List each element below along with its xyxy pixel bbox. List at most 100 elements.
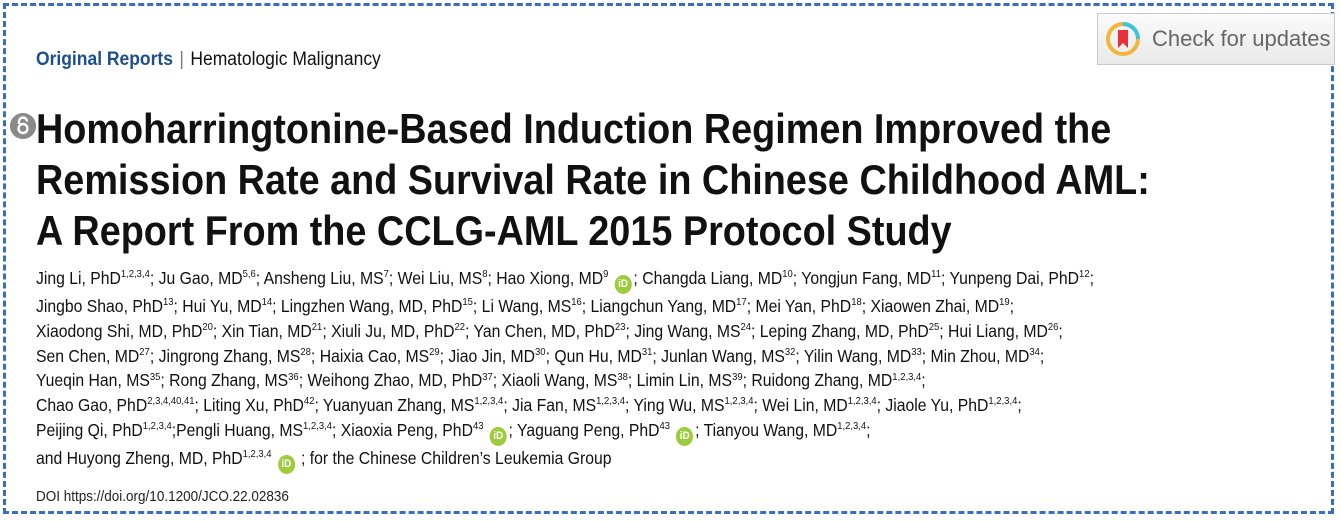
author-name[interactable]: Xiuli Ju, MD, PhD (331, 320, 455, 341)
author-line: and Huyong Zheng, MD, PhD1,2,3,4 iD ; fo… (36, 446, 1206, 474)
author-line: Chao Gao, PhD2,3,4,40,41; Liting Xu, PhD… (36, 395, 1022, 416)
article-title: Homoharringtonine-Based Induction Regime… (36, 103, 1296, 256)
author-name[interactable]: Jing Li, PhD (36, 268, 121, 288)
author-affiliation-sup: 1,2,3,4 (837, 420, 867, 433)
author-name[interactable]: Junlan Wang, MS (661, 345, 785, 366)
author-name[interactable]: Min Zhou, MD (930, 345, 1030, 366)
author-name[interactable]: Ying Wu, MS (633, 395, 725, 416)
author-name[interactable]: Yaguang Peng, PhD (517, 419, 660, 440)
author-line: Jing Li, PhD1,2,3,4; Ju Gao, MD5,6; Ansh… (36, 266, 1206, 294)
author-name[interactable]: Hui Yu, MD (182, 296, 262, 316)
orcid-icon[interactable]: iD (277, 454, 295, 474)
author-name[interactable]: Qun Hu, MD (554, 345, 642, 366)
author-affiliation-sup: 1,2,3,4 (892, 370, 922, 383)
author-name[interactable]: Rong Zhang, MS (169, 370, 289, 391)
author-affiliation-sup: 27 (139, 345, 150, 358)
author-name[interactable]: Hao Xiong, MD (496, 268, 604, 288)
open-access-icon (10, 113, 36, 139)
author-name[interactable]: Weihong Zhao, MD, PhD (307, 370, 483, 391)
orcid-icon[interactable]: iD (676, 426, 694, 446)
author-name[interactable]: Yueqin Han, MS (36, 370, 150, 391)
author-name[interactable]: Yuanyuan Zhang, MS (322, 395, 475, 416)
author-line: Yueqin Han, MS35; Rong Zhang, MS36; Weih… (36, 370, 926, 391)
author-affiliation-sup: 21 (311, 320, 323, 333)
author-name[interactable]: Xiaoli Wang, MS (501, 370, 618, 391)
author-name[interactable]: Xiaodong Shi, MD, PhD (36, 320, 203, 341)
article-subcategory[interactable]: Hematologic Malignancy (190, 49, 381, 70)
author-line: Xiaodong Shi, MD, PhD20; Xin Tian, MD21;… (36, 320, 1063, 341)
author-affiliation-sup: 2,3,4,40,41 (147, 395, 195, 408)
author-affiliation-sup: 23 (615, 320, 626, 333)
author-name[interactable]: Chao Gao, PhD (36, 395, 148, 416)
author-name[interactable]: Lingzhen Wang, MD, PhD (280, 296, 463, 316)
author-name[interactable]: Haixia Cao, MS (319, 345, 430, 366)
author-affiliation-sup: 10 (782, 268, 793, 281)
check-for-updates-button[interactable]: Check for updates (1097, 13, 1335, 65)
author-name[interactable]: Yongjun Fang, MD (801, 268, 932, 288)
author-affiliation-sup: 36 (288, 370, 299, 383)
author-name[interactable]: Ansheng Liu, MS (263, 268, 384, 288)
author-name[interactable]: Jia Fan, MS (512, 395, 597, 416)
author-affiliation-sup: 35 (149, 370, 161, 383)
author-group: ; for the Chinese Children’s Leukemia Gr… (296, 447, 612, 468)
author-affiliation-sup: 25 (928, 320, 940, 333)
author-affiliation-sup: 11 (931, 268, 941, 281)
author-name[interactable]: Li Wang, MS (481, 296, 572, 316)
page-frame (3, 3, 1334, 514)
author-name[interactable]: Jiaole Yu, PhD (885, 395, 989, 416)
author-name[interactable]: Ju Gao, MD (158, 268, 243, 288)
author-affiliation-sup: 20 (202, 320, 213, 333)
author-name[interactable]: Jing Wang, MS (634, 320, 741, 341)
author-affiliation-sup: 38 (617, 370, 628, 383)
author-affiliation-sup: 19 (999, 296, 1010, 309)
author-name[interactable]: Jingrong Zhang, MS (158, 345, 301, 366)
author-name[interactable]: Limin Lin, MS (636, 370, 733, 391)
author-affiliation-sup: 1,2,3,4 (120, 268, 150, 281)
author-name[interactable]: Leping Zhang, MD, PhD (759, 320, 929, 341)
author-affiliation-sup: 30 (535, 345, 546, 358)
author-affiliation-sup: 1,2,3,4 (724, 395, 754, 408)
author-affiliation-sup: 1,2,3,4 (596, 395, 626, 408)
author-affiliation-sup: 13 (162, 296, 174, 309)
author-affiliation-sup: 1,2,3,4 (847, 395, 877, 408)
doi-line: DOI https://doi.org/10.1200/JCO.22.02836 (36, 488, 289, 505)
author-name[interactable]: Xiaowen Zhai, MD (870, 296, 1000, 316)
doi-label: DOI (36, 488, 61, 505)
author-name[interactable]: Huyong Zheng, MD, PhD (66, 447, 243, 468)
author-affiliation-sup: 7 (383, 268, 389, 281)
author-name[interactable]: Yan Chen, MD, PhD (473, 320, 616, 341)
orcid-icon[interactable]: iD (489, 426, 507, 446)
author-joiner: and (36, 447, 67, 468)
author-name[interactable]: Jingbo Shao, PhD (36, 296, 163, 316)
author-name[interactable]: Yilin Wang, MD (803, 345, 912, 366)
author-name[interactable]: Changda Liang, MD (642, 268, 783, 288)
header-separator: | (179, 49, 184, 70)
author-name[interactable]: Jiao Jin, MD (448, 345, 536, 366)
author-name[interactable]: Peijing Qi, PhD (36, 419, 143, 440)
author-affiliation-sup: 17 (736, 296, 747, 309)
author-affiliation-sup: 1,2,3,4 (142, 420, 172, 433)
author-affiliation-sup: 5,6 (242, 268, 256, 281)
author-name[interactable]: Mei Yan, PhD (755, 296, 852, 316)
author-name[interactable]: Wei Liu, MS (397, 268, 483, 288)
author-name[interactable]: Pengli Huang, MS (176, 419, 304, 440)
author-name[interactable]: Xin Tian, MD (221, 320, 312, 341)
author-name[interactable]: Hui Liang, MD (948, 320, 1048, 341)
orcid-icon[interactable]: iD (614, 275, 632, 294)
doi-link[interactable]: https://doi.org/10.1200/JCO.22.02836 (63, 488, 289, 505)
author-name[interactable]: Wei Lin, MD (762, 395, 848, 416)
author-name[interactable]: Ruidong Zhang, MD (751, 370, 893, 391)
author-line: Peijing Qi, PhD1,2,3,4;Pengli Huang, MS1… (36, 418, 1206, 446)
author-name[interactable]: Xiaoxia Peng, PhD (340, 419, 473, 440)
author-affiliation-sup: 9 (603, 268, 609, 281)
author-name[interactable]: Liangchun Yang, MD (590, 296, 737, 316)
title-line: Remission Rate and Survival Rate in Chin… (36, 156, 1150, 203)
author-affiliation-sup: 39 (732, 370, 743, 383)
article-category[interactable]: Original Reports (36, 49, 173, 70)
author-name[interactable]: Yunpeng Dai, PhD (949, 268, 1080, 288)
author-name[interactable]: Sen Chen, MD (36, 345, 140, 366)
author-affiliation-sup: 1,2,3,4 (242, 448, 272, 461)
author-name[interactable]: Tianyou Wang, MD (703, 419, 838, 440)
author-name[interactable]: Liting Xu, PhD (203, 395, 304, 416)
author-list: Jing Li, PhD1,2,3,4; Ju Gao, MD5,6; Ansh… (36, 266, 1206, 474)
